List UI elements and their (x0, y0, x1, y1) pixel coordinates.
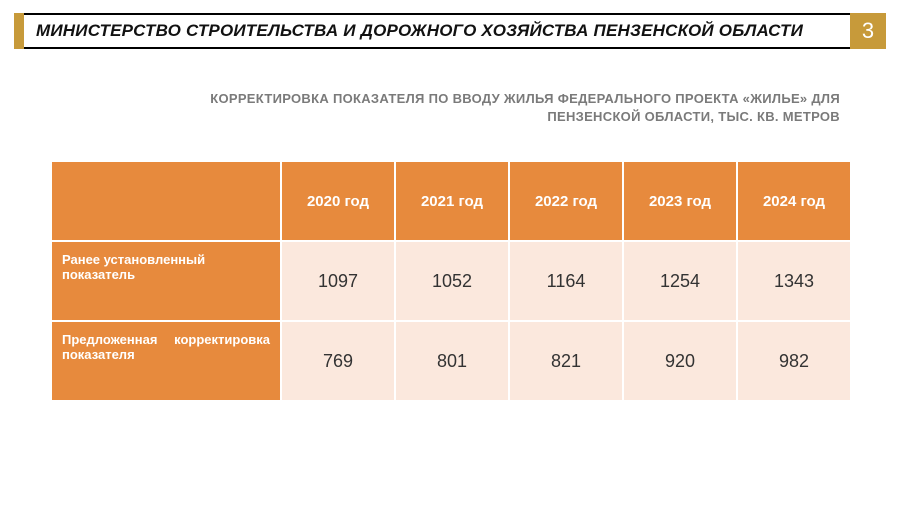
subtitle: КОРРЕКТИРОВКА ПОКАЗАТЕЛЯ ПО ВВОДУ ЖИЛЬЯ … (140, 90, 840, 125)
col-2023: 2023 год (623, 161, 737, 241)
subtitle-line2: ПЕНЗЕНСКОЙ ОБЛАСТИ, ТЫС. КВ. МЕТРОВ (547, 109, 840, 124)
cell: 821 (509, 321, 623, 401)
header-bar: МИНИСТЕРСТВО СТРОИТЕЛЬСТВА И ДОРОЖНОГО Х… (14, 13, 886, 49)
cell: 1343 (737, 241, 851, 321)
col-2020: 2020 год (281, 161, 395, 241)
cell: 920 (623, 321, 737, 401)
accent-strip (14, 13, 24, 49)
data-table: 2020 год 2021 год 2022 год 2023 год 2024… (50, 160, 852, 402)
cell: 769 (281, 321, 395, 401)
cell: 1052 (395, 241, 509, 321)
subtitle-line1: КОРРЕКТИРОВКА ПОКАЗАТЕЛЯ ПО ВВОДУ ЖИЛЬЯ … (210, 91, 840, 106)
row2-label-w1: Предложенная (62, 332, 157, 347)
table-row: Ранее установленный показатель 1097 1052… (51, 241, 851, 321)
table-header-blank (51, 161, 281, 241)
col-2022: 2022 год (509, 161, 623, 241)
cell: 801 (395, 321, 509, 401)
col-2021: 2021 год (395, 161, 509, 241)
table-row: Предложенная корректировка показателя 76… (51, 321, 851, 401)
slide-page: МИНИСТЕРСТВО СТРОИТЕЛЬСТВА И ДОРОЖНОГО Х… (0, 0, 900, 506)
row-label-prev: Ранее установленный показатель (51, 241, 281, 321)
cell: 982 (737, 321, 851, 401)
page-number: 3 (850, 13, 886, 49)
table-header-row: 2020 год 2021 год 2022 год 2023 год 2024… (51, 161, 851, 241)
row2-label-w2: корректировка (174, 332, 270, 347)
row-label-proposed: Предложенная корректировка показателя (51, 321, 281, 401)
cell: 1164 (509, 241, 623, 321)
data-table-wrap: 2020 год 2021 год 2022 год 2023 год 2024… (50, 160, 850, 402)
cell: 1097 (281, 241, 395, 321)
cell: 1254 (623, 241, 737, 321)
page-title: МИНИСТЕРСТВО СТРОИТЕЛЬСТВА И ДОРОЖНОГО Х… (24, 13, 850, 49)
col-2024: 2024 год (737, 161, 851, 241)
row2-label-w3: показателя (62, 347, 135, 362)
